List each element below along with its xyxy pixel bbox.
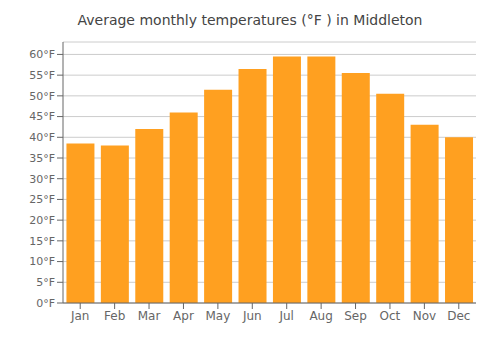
svg-text:Apr: Apr [173,309,194,323]
svg-text:Sep: Sep [344,309,367,323]
svg-text:40°F: 40°F [29,131,55,144]
svg-text:5°F: 5°F [36,276,55,289]
svg-text:45°F: 45°F [29,110,55,123]
svg-text:Mar: Mar [138,309,161,323]
svg-text:0°F: 0°F [36,297,55,310]
svg-text:Feb: Feb [104,309,125,323]
svg-text:10°F: 10°F [29,255,55,268]
svg-text:30°F: 30°F [29,173,55,186]
svg-text:Aug: Aug [309,309,332,323]
svg-text:50°F: 50°F [29,90,55,103]
svg-text:Dec: Dec [447,309,470,323]
svg-text:Jan: Jan [70,309,90,323]
svg-text:55°F: 55°F [29,69,55,82]
svg-text:20°F: 20°F [29,214,55,227]
html-text:Average monthly temperatures (: Average monthly temperatures (°F ) in Mi… [77,12,423,28]
svg-text:Jul: Jul [278,309,293,323]
svg-text:Nov: Nov [413,309,436,323]
svg-text:Jun: Jun [242,309,262,323]
svg-text:15°F: 15°F [29,235,55,248]
svg-text:35°F: 35°F [29,152,55,165]
svg-text:25°F: 25°F [29,193,55,206]
svg-text:60°F: 60°F [29,48,55,61]
svg-text:Oct: Oct [380,309,401,323]
svg-text:May: May [205,309,230,323]
